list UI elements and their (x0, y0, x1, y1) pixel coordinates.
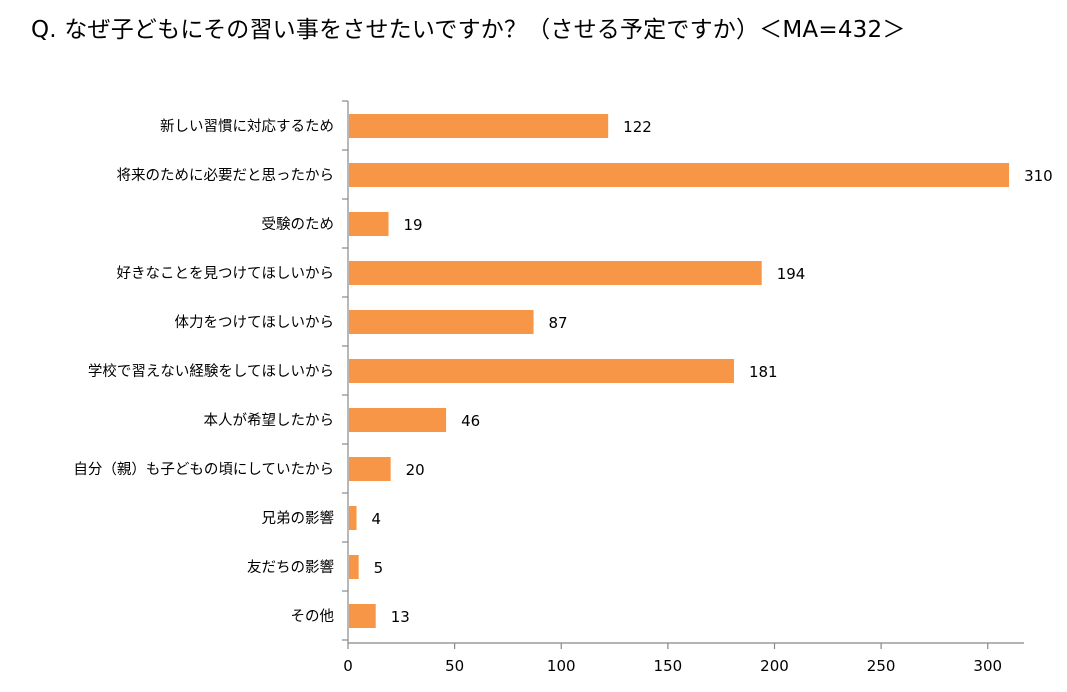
category-label: 好きなことを見つけてほしいから (117, 265, 335, 282)
bar (349, 408, 447, 432)
bar (349, 457, 391, 481)
bar (349, 359, 734, 383)
value-label: 46 (461, 412, 480, 430)
chart-title: Q. なぜ子どもにその習い事をさせたいですか？（させる予定ですか）＜MA=432… (31, 17, 906, 43)
bar (349, 310, 534, 334)
x-tick-label: 100 (547, 657, 576, 675)
value-label: 181 (749, 363, 778, 381)
x-tick-label: 250 (867, 657, 896, 675)
category-label: 体力をつけてほしいから (175, 314, 335, 331)
category-label: 学校で習えない経験をしてほしいから (88, 363, 334, 380)
x-tick-label: 300 (973, 657, 1002, 675)
x-tick-label: 50 (445, 657, 464, 675)
value-label: 19 (404, 216, 423, 234)
value-label: 20 (406, 461, 425, 479)
value-label: 4 (372, 510, 382, 528)
bar (349, 212, 389, 236)
value-label: 13 (391, 608, 410, 626)
bar (349, 604, 376, 628)
category-label: その他 (291, 608, 335, 625)
category-label: 新しい習慣に対応するため (160, 117, 334, 135)
x-tick-label: 150 (654, 657, 683, 675)
category-label: 自分（親）も子どもの頃にしていたから (73, 461, 334, 478)
category-label: 将来のために必要だと思ったから (117, 167, 335, 184)
value-label: 310 (1024, 167, 1053, 185)
category-label: 友だちの影響 (247, 558, 334, 576)
x-tick-label: 200 (760, 657, 789, 675)
bar (349, 506, 357, 530)
value-label: 194 (777, 265, 806, 283)
category-label: 兄弟の影響 (262, 509, 335, 527)
bar (349, 163, 1010, 187)
bar (349, 114, 609, 138)
category-label: 本人が希望したから (204, 412, 335, 429)
bar (349, 261, 762, 285)
value-label: 5 (374, 559, 384, 577)
bar (349, 555, 359, 579)
value-label: 87 (549, 314, 568, 332)
category-label: 受験のため (262, 216, 335, 233)
value-label: 122 (623, 118, 652, 136)
x-tick-label: 0 (343, 657, 353, 675)
